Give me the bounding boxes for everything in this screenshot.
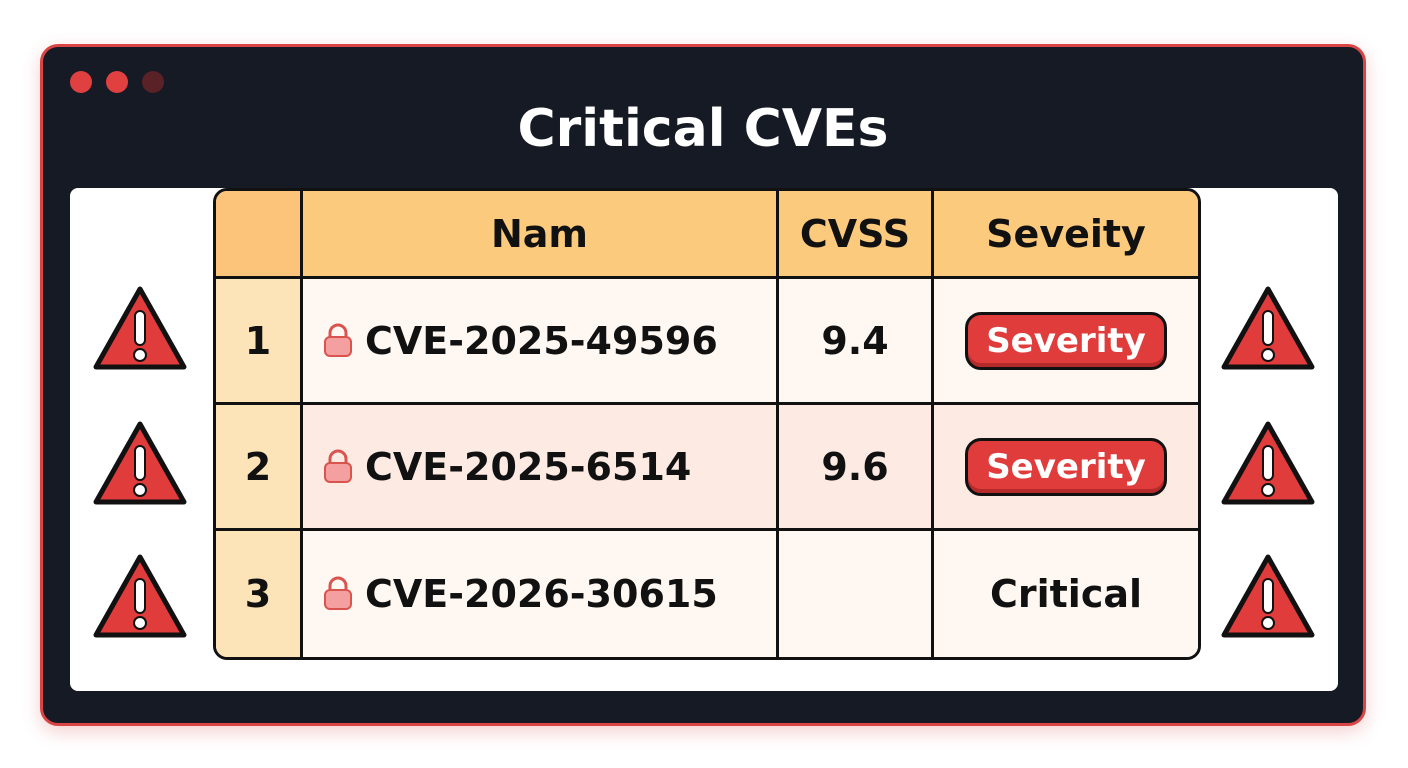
lock-icon: [324, 576, 352, 610]
window-dot[interactable]: [142, 71, 164, 93]
lock-icon: [324, 449, 352, 483]
row-number: 3: [216, 531, 303, 657]
cvss-score: 9.6: [779, 405, 934, 531]
cve-name: CVE-2025-49596: [303, 279, 779, 405]
row-number: 1: [216, 279, 303, 405]
lock-icon: [324, 323, 352, 357]
warning-icon: [1221, 286, 1315, 370]
severity-badge[interactable]: Severity: [965, 437, 1167, 496]
severity-cell: Critical: [934, 531, 1198, 657]
app-window: Critical CVEs Nam CVSS Seveity 1 CVE-202…: [40, 44, 1366, 726]
cve-table: Nam CVSS Seveity 1 CVE-2025-49596 9.4 Se…: [213, 188, 1201, 660]
table-row: 2 CVE-2025-6514 9.6 Severity: [216, 405, 1198, 531]
window-dot[interactable]: [106, 71, 128, 93]
window-dot[interactable]: [70, 71, 92, 93]
header-cell: Seveity: [934, 191, 1198, 279]
window-title: Critical CVEs: [517, 99, 889, 159]
cve-name: CVE-2025-6514: [303, 405, 779, 531]
severity-badge[interactable]: Severity: [965, 311, 1167, 370]
severity-cell: Severity: [934, 279, 1198, 405]
header-cell: CVSS: [779, 191, 934, 279]
cve-name: CVE-2026-30615: [303, 531, 779, 657]
cve-id: CVE-2025-49596: [365, 318, 718, 363]
header-cell: Nam: [303, 191, 779, 279]
content-panel: Nam CVSS Seveity 1 CVE-2025-49596 9.4 Se…: [70, 188, 1338, 691]
row-number: 2: [216, 405, 303, 531]
header-row: Nam CVSS Seveity: [216, 191, 1198, 279]
table-row: 3 CVE-2026-30615 Critical: [216, 531, 1198, 657]
cvss-score: [779, 531, 934, 657]
cve-id: CVE-2026-30615: [365, 572, 718, 616]
warning-icon: [93, 554, 187, 638]
cvss-score: 9.4: [779, 279, 934, 405]
warning-icon: [1221, 554, 1315, 638]
warning-icon: [93, 421, 187, 505]
severity-cell: Severity: [934, 405, 1198, 531]
header-cell: [216, 191, 303, 279]
warning-icon: [93, 286, 187, 370]
cve-id: CVE-2025-6514: [365, 444, 692, 489]
table-row: 1 CVE-2025-49596 9.4 Severity: [216, 279, 1198, 405]
warning-icon: [1221, 421, 1315, 505]
